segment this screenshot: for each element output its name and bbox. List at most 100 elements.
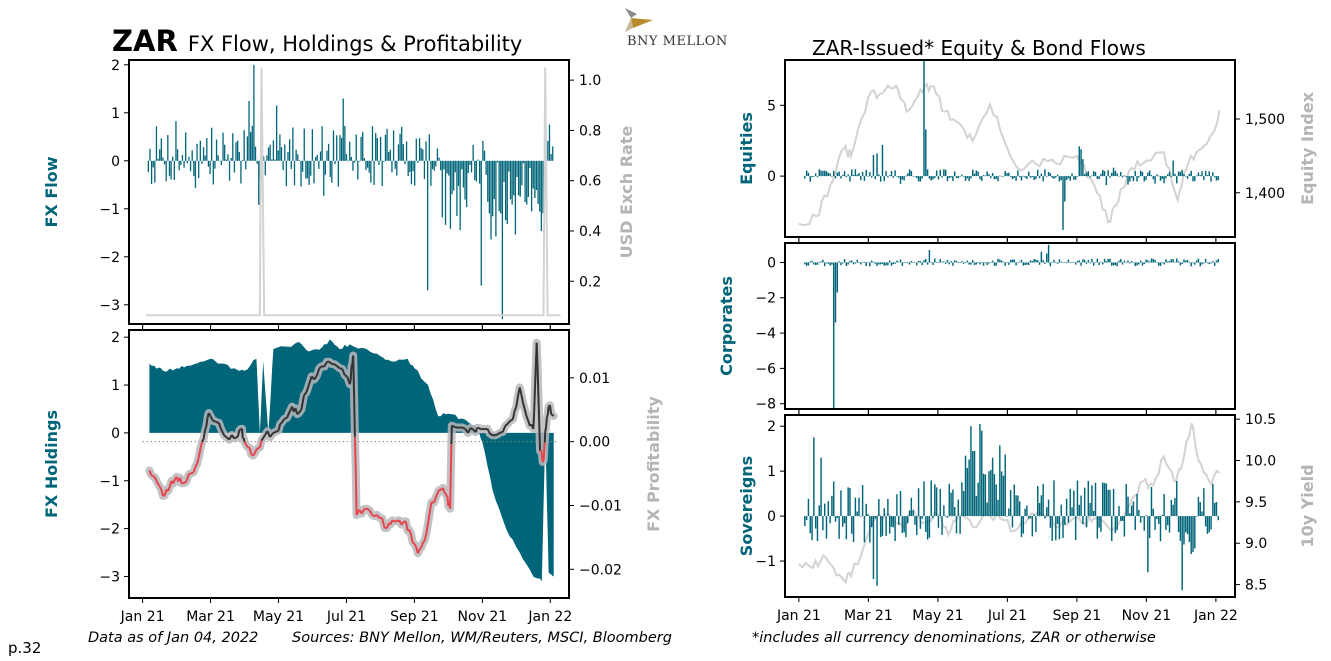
right-panel-title: ZAR-Issued* Equity & Bond Flows	[812, 36, 1146, 60]
equities-bar	[1076, 176, 1079, 177]
corporates-bar	[861, 262, 864, 264]
fx-flow-bar	[297, 154, 299, 161]
profitability-segment	[308, 376, 313, 385]
fx-flow-bar	[274, 159, 276, 161]
equities-bar	[973, 173, 976, 177]
profitability-segment	[420, 542, 424, 549]
sovereigns-bar	[932, 516, 934, 519]
corporates-bar	[1055, 262, 1057, 264]
fx-flow-bar	[513, 160, 515, 196]
corporates-bar	[1046, 253, 1048, 263]
profitability-segment	[544, 426, 548, 433]
plot-frame	[784, 59, 1236, 238]
sovereigns-bar	[1145, 515, 1147, 517]
sovereigns-bar	[943, 505, 945, 517]
corporates-bar	[1172, 259, 1174, 263]
corporates-bar	[890, 262, 893, 266]
sovereigns-bar	[1040, 495, 1043, 517]
corporates-bar	[1076, 261, 1079, 263]
corporates-bar	[1006, 262, 1008, 264]
y2-tick-label: 0.8	[579, 123, 601, 139]
equities-bar	[813, 176, 815, 177]
fx-flow-bar	[517, 160, 520, 196]
fx-flow-bar	[277, 150, 279, 161]
corporates-bar	[1208, 262, 1210, 265]
sovereigns-bar	[851, 516, 853, 534]
sovereigns-bar	[1056, 516, 1059, 524]
equities-bar	[878, 174, 880, 177]
fx-flow-bar	[206, 137, 208, 161]
fx-flow-bar	[326, 150, 328, 161]
corporates-bar	[1092, 262, 1095, 266]
sovereigns-bar	[813, 437, 815, 517]
equities-bar	[1192, 176, 1194, 182]
fx-flow-bar	[327, 143, 330, 161]
fx-flow-bar	[342, 98, 344, 161]
x-tick-label: Jan 22	[1193, 608, 1238, 624]
fx-flow-bar	[508, 160, 510, 172]
equities-bar	[809, 176, 811, 182]
fx-flow-bar	[392, 130, 395, 161]
sovereigns-bar	[1147, 516, 1149, 573]
sovereigns-bar	[986, 502, 988, 517]
sovereigns-bar	[876, 516, 878, 586]
sovereigns-bar	[843, 516, 846, 524]
corporates-bar	[1194, 262, 1196, 265]
sovereigns-bar	[1065, 498, 1068, 517]
equities-bar	[1037, 169, 1039, 177]
fx-flow-bar	[285, 160, 288, 187]
corporates-bar	[932, 262, 934, 266]
profitability-segment	[162, 494, 165, 497]
fx-flow-bar	[191, 150, 193, 161]
fx-flow-bar	[457, 160, 460, 186]
equities-bar	[1157, 175, 1160, 177]
profitability-segment	[296, 412, 300, 415]
fx-flow-bar	[444, 160, 447, 225]
equities-bar	[887, 176, 889, 178]
equities-bar	[867, 176, 869, 177]
fx-flow-bar	[275, 105, 278, 161]
equities-bar	[1141, 171, 1144, 177]
fx-flow-bar	[227, 154, 229, 161]
sovereigns-bar	[910, 497, 913, 517]
yield-10y-line	[798, 423, 1221, 585]
y-tick-label: −4	[755, 326, 776, 342]
sovereigns-bar	[890, 516, 893, 527]
fx-flow-bar	[503, 160, 505, 182]
equities-bar	[1136, 176, 1138, 182]
corporates-bar	[1038, 262, 1041, 265]
fx-flow-bar	[352, 160, 354, 171]
fx-flow-bar	[435, 160, 437, 167]
profitability-segment	[214, 420, 218, 424]
equities-bar	[845, 176, 848, 178]
fx-flow-bar	[371, 126, 374, 161]
corporates-bar	[1186, 259, 1189, 263]
sovereigns-bar	[1203, 488, 1205, 517]
fx-flow-bar	[238, 151, 240, 161]
equities-bar	[1112, 167, 1115, 177]
equities-bar	[1201, 171, 1203, 177]
sovereigns-bar	[928, 516, 931, 538]
equities-bar	[805, 170, 808, 177]
fx-flow-bar	[491, 160, 494, 217]
fx-flow-bar	[224, 144, 226, 161]
corporates-bar	[823, 262, 826, 267]
corporates-bar	[1071, 261, 1073, 263]
fx-flow-bar	[235, 142, 237, 161]
profitability-segment	[428, 502, 433, 513]
corporates-bar	[887, 262, 889, 266]
equities-bar	[1105, 176, 1108, 186]
profitability-segment	[204, 426, 208, 431]
y-tick-label: 0	[767, 255, 776, 271]
corporates-bar	[950, 260, 952, 263]
fx-flow-bar	[362, 131, 364, 161]
corporates-bar	[838, 261, 840, 263]
equities-bar	[982, 175, 985, 177]
sovereigns-bar	[1029, 516, 1032, 519]
equities-bar	[1011, 176, 1014, 180]
corporates-bar	[896, 260, 898, 263]
fx-flow-bar	[420, 147, 422, 161]
fx-flow-bar	[332, 130, 335, 161]
fx-flow-bar	[241, 159, 244, 161]
profitability-segment	[520, 394, 525, 404]
